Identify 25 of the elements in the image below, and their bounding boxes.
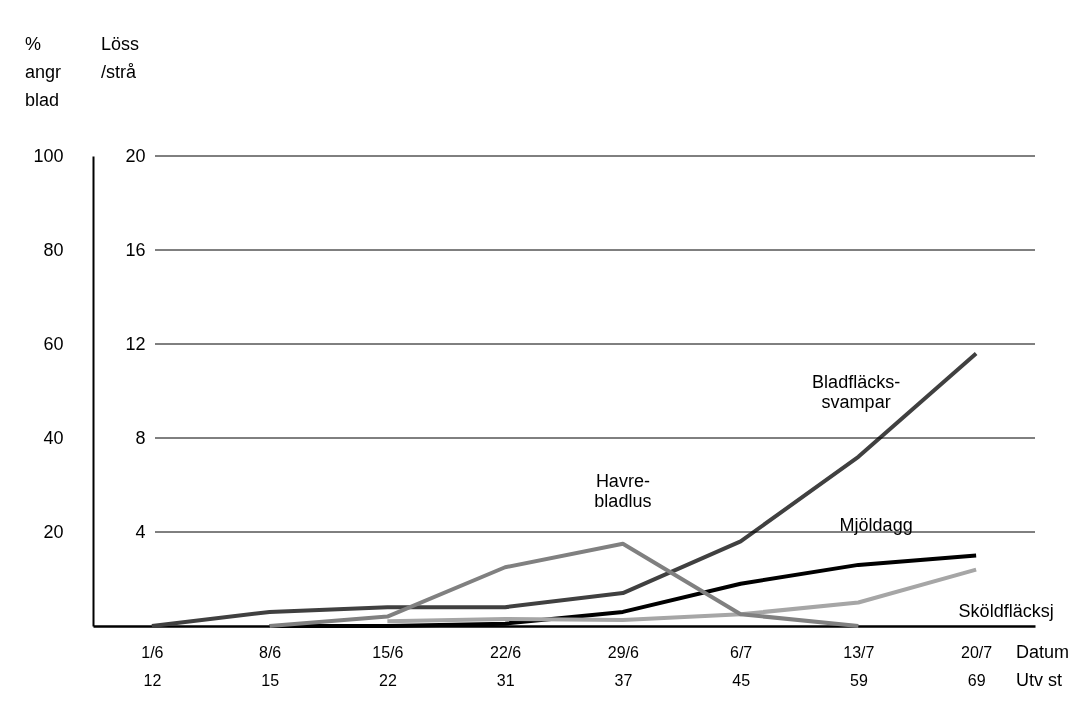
y2-tick-label: 8 [135,427,146,448]
y-tick-label: 20 [43,521,64,542]
y2-tick-label: 16 [125,239,146,260]
y2-axis-title: Löss /strå [101,34,140,82]
y2-tick-label: 20 [125,145,146,166]
series-label: Bladfläcks- svampar [812,372,901,413]
x-tick-label: 15/6 22 [372,643,404,689]
y2-tick-label: 4 [135,521,146,542]
y-tick-label: 60 [43,333,64,354]
x-tick-label: 8/6 15 [259,643,282,689]
text: Havre- bladlus [594,470,652,511]
x-tick-label: 29/6 37 [607,643,640,689]
x-tick-label: 1/6 12 [141,643,164,689]
y-axis-title: % angr blad [25,34,62,110]
y-tick-label: 100 [33,145,64,166]
x-tick-label: 13/7 59 [843,643,875,689]
y-tick-label: 80 [43,239,64,260]
series-label: Mjöldagg [839,514,913,535]
series-label: Sköldfläcksj [958,600,1054,621]
y-tick-label: 40 [43,427,64,448]
x-tick-label: 20/7 69 [961,643,993,689]
x-axis-title: Datum Utv st [1016,642,1070,690]
x-tick-label: 22/6 31 [490,643,522,689]
y2-tick-label: 12 [125,333,146,354]
x-tick-label: 6/7 45 [730,643,753,689]
